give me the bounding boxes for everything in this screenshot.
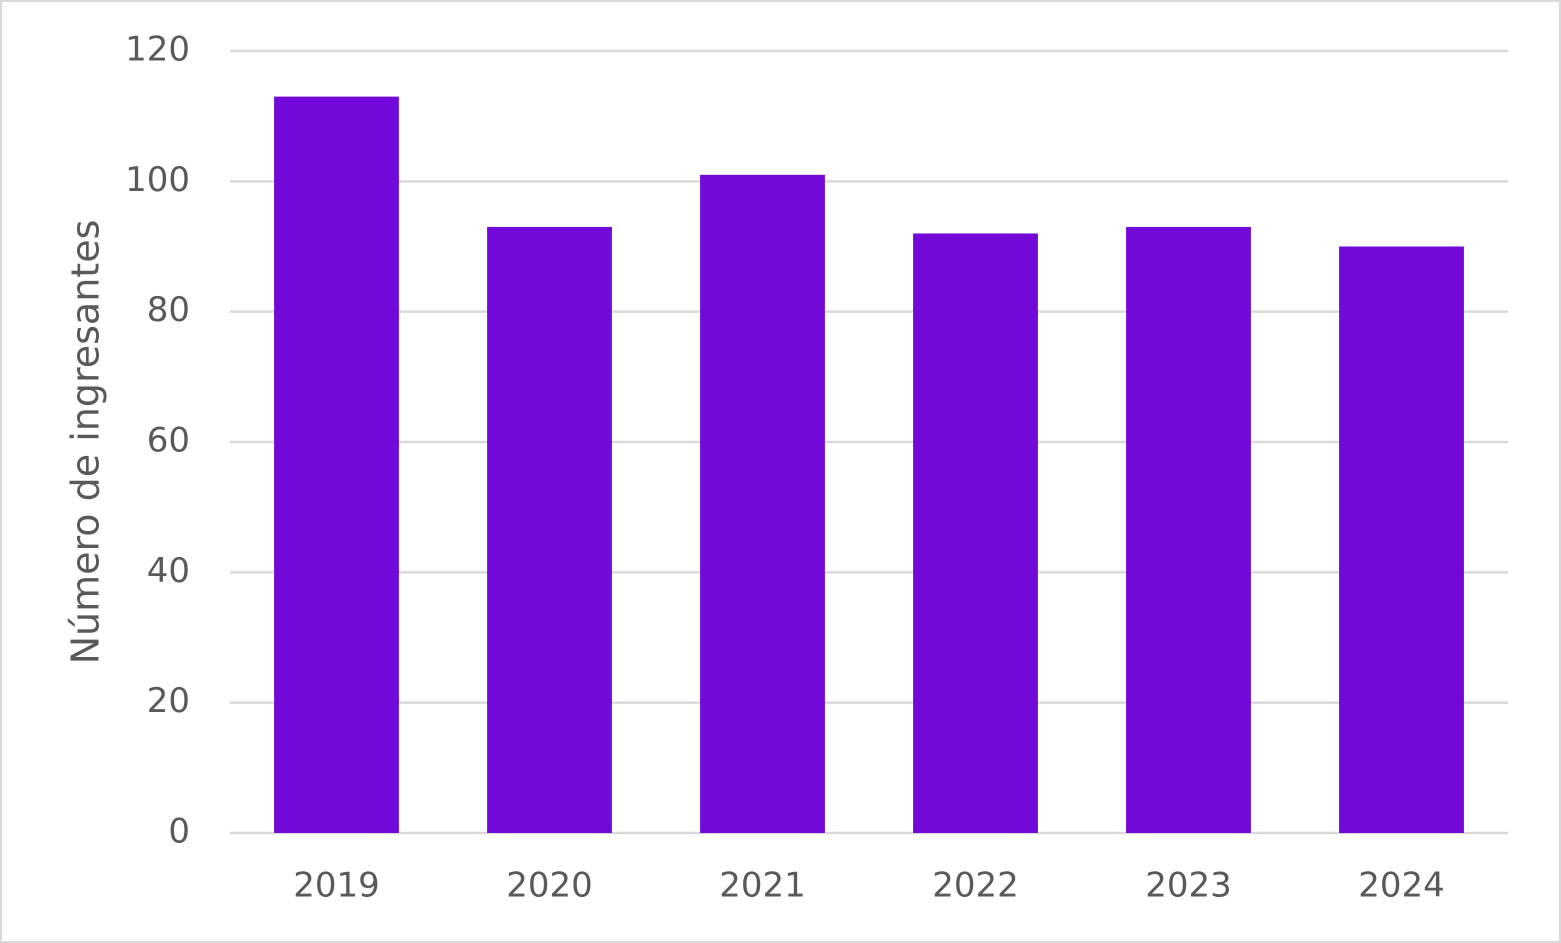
bar bbox=[1126, 226, 1251, 833]
x-tick-label: 2024 bbox=[1358, 866, 1445, 906]
bar bbox=[274, 96, 399, 833]
bar bbox=[1339, 246, 1464, 833]
y-tick-label: 20 bbox=[147, 681, 190, 721]
bar bbox=[700, 174, 825, 834]
y-tick-label: 80 bbox=[147, 290, 190, 330]
x-tick-label: 2020 bbox=[506, 866, 593, 906]
x-tick-label: 2023 bbox=[1145, 866, 1232, 906]
y-axis-title: Número de ingresantes bbox=[64, 220, 108, 665]
bar bbox=[913, 233, 1038, 833]
y-tick-label: 0 bbox=[168, 812, 190, 852]
x-tick-label: 2022 bbox=[932, 866, 1019, 906]
bar bbox=[487, 226, 612, 833]
x-tick-label: 2019 bbox=[293, 866, 380, 906]
y-tick-label: 40 bbox=[147, 551, 190, 591]
x-tick-label: 2021 bbox=[719, 866, 806, 906]
y-tick-label: 120 bbox=[125, 30, 190, 70]
y-tick-label: 60 bbox=[147, 421, 190, 461]
y-tick-label: 100 bbox=[125, 160, 190, 200]
